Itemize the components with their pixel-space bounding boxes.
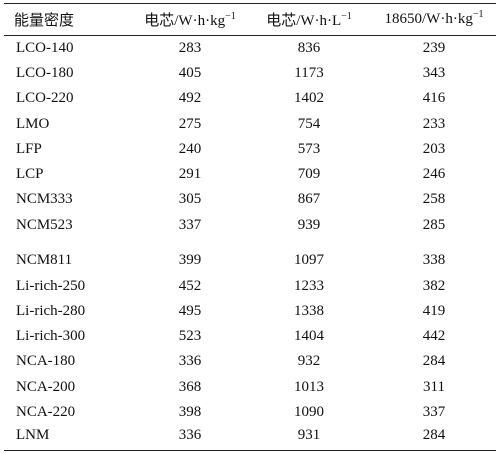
table-row: NCM523 337 939 285 bbox=[4, 213, 496, 238]
value-cell: 419 bbox=[422, 302, 446, 319]
table-header: 能量密度 电芯/W·h·kg−1 电芯/W·h·L−1 18650/W·h·kg−1 bbox=[4, 3, 496, 36]
table-row: LCP 291 709 246 bbox=[4, 162, 496, 187]
material-name: LNM bbox=[4, 425, 134, 451]
material-name: NCA-180 bbox=[16, 353, 76, 370]
value-cell: 398 bbox=[178, 404, 202, 420]
table-row: LCO-220 492 1402 416 bbox=[4, 86, 496, 111]
header-cell: 电芯/W·h·kg−1 bbox=[134, 3, 246, 36]
value-cell: 931 bbox=[246, 425, 372, 451]
table-row: NCM811 399 1097 338 bbox=[4, 238, 496, 274]
value-cell: 275 bbox=[178, 115, 202, 132]
value-cell: 284 bbox=[372, 425, 496, 451]
material-name: Li-rich-250 bbox=[16, 277, 86, 294]
table-row: Li-rich-300 523 1404 442 bbox=[4, 324, 496, 349]
value-cell: 492 bbox=[178, 90, 202, 107]
table-row: NCA-220 398 1090 337 bbox=[4, 400, 496, 425]
header-cell: 18650/W·h·kg−1 bbox=[372, 3, 496, 36]
value-cell: 1233 bbox=[294, 277, 324, 294]
value-cell: 523 bbox=[178, 328, 202, 345]
value-cell: 867 bbox=[297, 191, 321, 208]
value-cell: 836 bbox=[297, 39, 321, 56]
material-name: NCA-200 bbox=[16, 378, 76, 395]
material-name: Li-rich-300 bbox=[16, 328, 86, 345]
value-cell: 246 bbox=[422, 166, 446, 183]
header-cell: 电芯/W·h·L−1 bbox=[246, 3, 372, 36]
value-cell: 1013 bbox=[294, 378, 324, 395]
value-cell: 495 bbox=[178, 302, 202, 319]
value-cell: 233 bbox=[422, 115, 446, 132]
value-cell: 338 bbox=[422, 252, 446, 269]
table-row: LCO-140 283 836 239 bbox=[4, 36, 496, 61]
header-superscript: −1 bbox=[472, 9, 484, 20]
value-cell: 573 bbox=[297, 140, 321, 157]
table-row: LNM 336 931 284 bbox=[4, 425, 496, 451]
material-name: LCO-180 bbox=[16, 64, 74, 81]
material-name: LCO-140 bbox=[16, 39, 74, 56]
value-cell: 442 bbox=[422, 328, 446, 345]
material-name: LFP bbox=[16, 140, 42, 157]
value-cell: 240 bbox=[178, 140, 202, 157]
table-row: NCA-180 336 932 284 bbox=[4, 349, 496, 374]
header-cell: 能量密度 bbox=[4, 3, 134, 36]
header-text: 18650/W·h·kg bbox=[384, 11, 473, 27]
value-cell: 337 bbox=[178, 216, 202, 233]
energy-density-table: 能量密度 电芯/W·h·kg−1 电芯/W·h·L−1 18650/W·h·kg−1 … bbox=[4, 3, 496, 451]
value-cell: 343 bbox=[422, 64, 446, 81]
value-cell: 311 bbox=[423, 378, 445, 395]
value-cell: 291 bbox=[178, 166, 202, 183]
value-cell: 239 bbox=[422, 39, 446, 56]
value-cell: 1097 bbox=[294, 252, 324, 269]
value-cell: 258 bbox=[422, 191, 446, 208]
value-cell: 1402 bbox=[294, 90, 324, 107]
table-row: LCO-180 405 1173 343 bbox=[4, 61, 496, 86]
value-cell: 416 bbox=[422, 90, 446, 107]
value-cell: 203 bbox=[422, 140, 446, 157]
table-row: Li-rich-250 452 1233 382 bbox=[4, 273, 496, 298]
material-name: LCO-220 bbox=[16, 90, 74, 107]
value-cell: 337 bbox=[422, 404, 446, 420]
table-row: LFP 240 573 203 bbox=[4, 137, 496, 162]
header-text: 电芯/W·h·L bbox=[266, 13, 342, 29]
table-body: LCO-140 283 836 239 LCO-180 405 1173 343 LCO-220… bbox=[4, 36, 496, 451]
header-text: 能量密度 bbox=[14, 13, 75, 29]
value-cell: 368 bbox=[178, 378, 202, 395]
material-name: NCA-220 bbox=[16, 404, 76, 420]
value-cell: 754 bbox=[297, 115, 321, 132]
value-cell: 399 bbox=[178, 252, 202, 269]
value-cell: 709 bbox=[297, 166, 321, 183]
material-name: NCM523 bbox=[16, 216, 73, 233]
material-name: LMO bbox=[16, 115, 50, 132]
value-cell: 1090 bbox=[294, 404, 324, 420]
value-cell: 1173 bbox=[294, 64, 324, 81]
table-row: Li-rich-280 495 1338 419 bbox=[4, 299, 496, 324]
table-row: LMO 275 754 233 bbox=[4, 111, 496, 136]
value-cell: 1338 bbox=[294, 302, 324, 319]
value-cell: 336 bbox=[134, 425, 246, 451]
value-cell: 382 bbox=[422, 277, 446, 294]
table-row: NCA-200 368 1013 311 bbox=[4, 375, 496, 400]
value-cell: 405 bbox=[178, 64, 202, 81]
value-cell: 283 bbox=[178, 39, 202, 56]
header-row: 能量密度 电芯/W·h·kg−1 电芯/W·h·L−1 18650/W·h·kg−1 bbox=[4, 3, 496, 36]
table-row: NCM333 305 867 258 bbox=[4, 187, 496, 212]
value-cell: 305 bbox=[178, 191, 202, 208]
value-cell: 336 bbox=[178, 353, 202, 370]
header-superscript: −1 bbox=[341, 11, 352, 22]
header-text: 电芯/W·h·kg bbox=[144, 13, 226, 29]
value-cell: 1404 bbox=[294, 328, 324, 345]
material-name: NCM333 bbox=[16, 191, 73, 208]
material-name: NCM811 bbox=[16, 252, 73, 269]
value-cell: 285 bbox=[422, 216, 446, 233]
value-cell: 284 bbox=[422, 353, 446, 370]
header-superscript: −1 bbox=[225, 11, 236, 22]
value-cell: 452 bbox=[178, 277, 202, 294]
material-name: LCP bbox=[16, 166, 44, 183]
material-name: Li-rich-280 bbox=[16, 302, 86, 319]
value-cell: 932 bbox=[297, 353, 321, 370]
value-cell: 939 bbox=[297, 216, 321, 233]
